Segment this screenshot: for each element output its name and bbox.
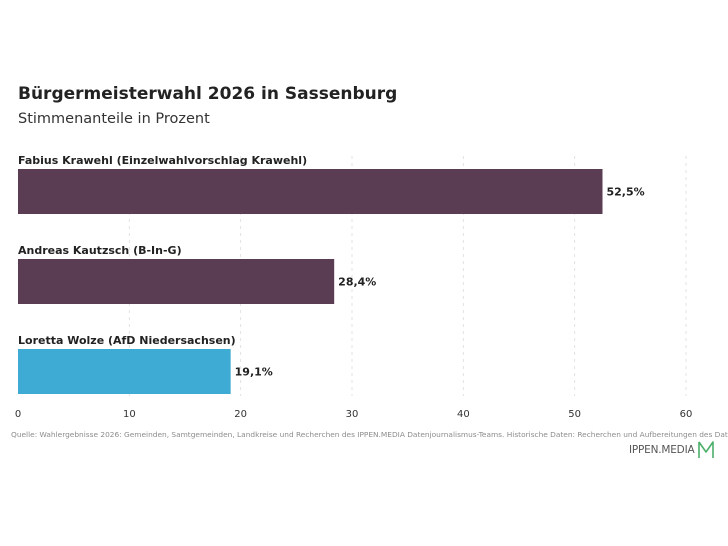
publisher-logo: IPPEN.MEDIA [629,440,715,460]
category-label: Loretta Wolze (AfD Niedersachsen) [18,334,236,347]
value-label: 52,5% [607,186,645,199]
category-label: Andreas Kautzsch (B-In-G) [18,244,182,257]
x-tick-label: 30 [346,409,359,420]
source-note: Quelle: Wahlergebnisse 2026: Gemeinden, … [11,430,728,439]
chart-subtitle: Stimmenanteile in Prozent [18,111,210,127]
bar [18,169,603,214]
value-label: 19,1% [235,366,273,379]
x-tick-label: 40 [457,409,470,420]
logo-text: IPPEN.MEDIA [629,444,695,456]
x-tick-label: 10 [123,409,136,420]
ippen-m-icon [698,441,715,458]
x-tick-label: 20 [234,409,247,420]
bar [18,259,335,304]
bar-chart: Fabius Krawehl (Einzelwahlvorschlag Kraw… [15,154,693,420]
x-tick-label: 50 [568,409,581,420]
value-label: 28,4% [338,276,376,289]
x-tick-label: 60 [680,409,693,420]
x-tick-label: 0 [15,409,21,420]
chart-title: Bürgermeisterwahl 2026 in Sassenburg [18,84,398,104]
bar [18,349,231,394]
category-label: Fabius Krawehl (Einzelwahlvorschlag Kraw… [18,154,307,167]
